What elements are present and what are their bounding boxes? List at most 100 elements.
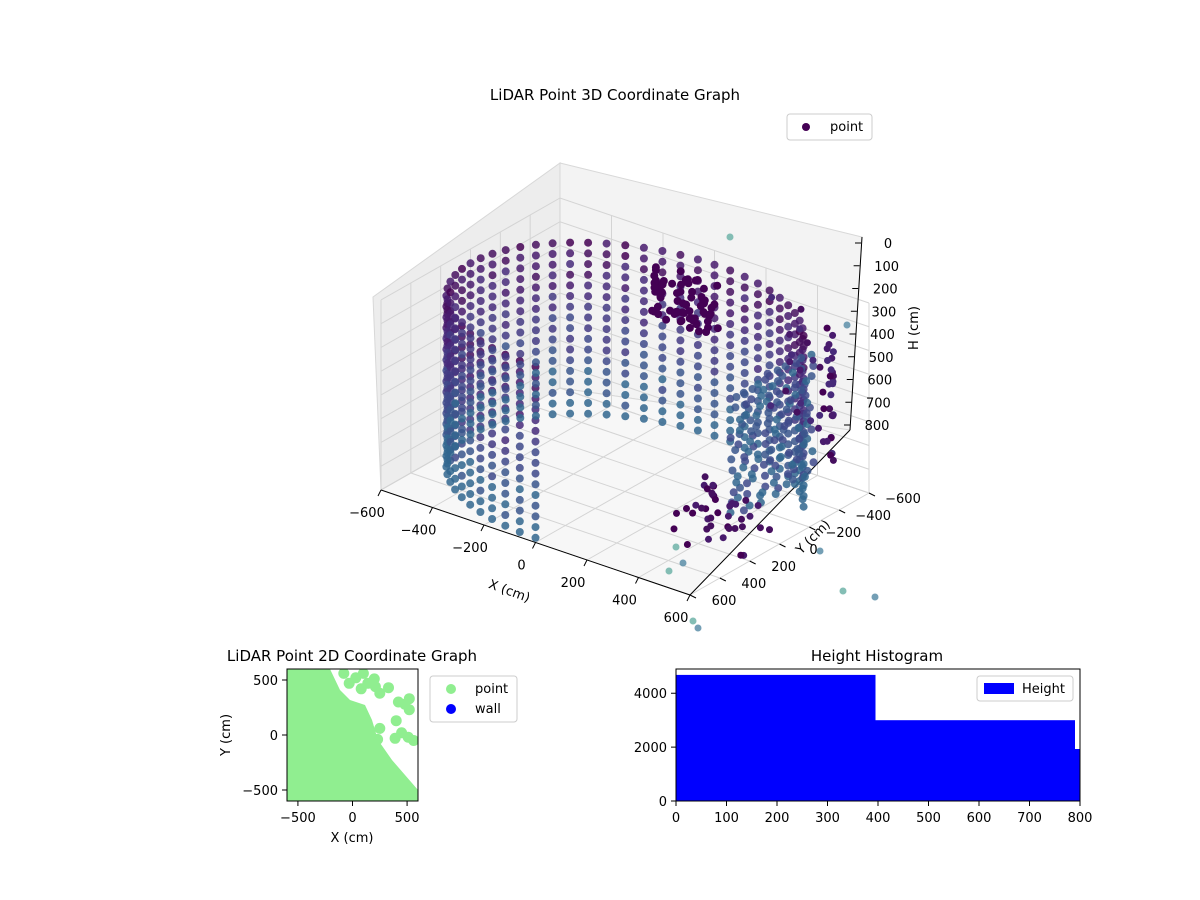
point-3d-415: [602, 314, 611, 323]
point-3d-365: [548, 324, 557, 333]
point-3d-289: [488, 249, 497, 258]
point-3d-348: [531, 326, 540, 335]
point-3d-763: [770, 436, 779, 445]
x-tick-label-hist-1: 100: [714, 811, 739, 826]
point-3d-531: [726, 309, 735, 318]
point-3d-583: [765, 340, 774, 348]
point-3d-983: [719, 534, 727, 542]
point-3d-445: [639, 275, 648, 284]
point-3d-315: [501, 342, 510, 351]
point-3d-601: [775, 358, 784, 366]
point-3d-978: [705, 535, 712, 543]
point-3d-407: [584, 409, 593, 418]
point-3d-77: [476, 433, 485, 442]
x-tick-label-hist-2: 200: [765, 811, 790, 826]
legend-2d-marker-wall: [446, 704, 456, 714]
point-3d-346: [531, 304, 540, 313]
point-3d-81: [476, 475, 485, 484]
x-tick-3d-3: [532, 542, 536, 549]
point-3d-30: [515, 495, 524, 504]
point-3d-719: [797, 461, 806, 469]
chart-histogram: Height Histogram 0 100 200 300 400 500 600 700 8…: [634, 647, 1093, 826]
point-3d-50: [501, 521, 510, 530]
point-3d-363: [548, 303, 557, 312]
point-3d-950: [754, 502, 762, 509]
point-3d-565: [753, 322, 762, 331]
point-2d-17: [374, 722, 386, 734]
point-3d-398: [584, 313, 593, 322]
point-3d-outlier-9: [843, 321, 851, 329]
point-3d-765: [766, 456, 775, 465]
point-3d-823: [727, 455, 736, 464]
point-3d-758: [768, 382, 777, 391]
point-3d-799: [744, 447, 753, 456]
point-3d-616: [784, 344, 793, 353]
point-3d-382: [566, 324, 575, 333]
point-3d-375: [566, 249, 575, 258]
point-3d-387: [566, 377, 575, 386]
point-3d-285: [476, 393, 485, 402]
legend-histogram-marker: [984, 683, 1014, 694]
point-3d-246: [458, 350, 466, 359]
point-3d-612: [784, 301, 793, 310]
x-tick-label-hist-5: 500: [916, 811, 941, 826]
point-3d-294: [488, 303, 497, 312]
point-3d-436: [621, 358, 630, 367]
point-3d-116: [457, 471, 466, 480]
point-3d-915: [786, 358, 794, 366]
point-3d-483: [676, 325, 685, 334]
point-3d-629: [790, 309, 799, 317]
point-3d-546: [740, 294, 749, 303]
point-3d-749: [777, 410, 786, 419]
point-3d-736: [786, 396, 795, 405]
point-3d-600: [775, 347, 784, 356]
point-3d-782: [757, 391, 766, 400]
point-3d-468: [658, 343, 667, 352]
point-3d-562: [753, 290, 762, 299]
point-3d-727: [794, 424, 803, 432]
point-3d-99: [466, 479, 475, 488]
point-3d-101: [466, 500, 475, 509]
point-3d-917: [825, 341, 833, 348]
point-3d-308: [501, 267, 510, 276]
point-3d-393: [584, 260, 593, 269]
point-3d-296: [488, 324, 497, 333]
point-3d-532: [726, 320, 735, 328]
point-3d-696: [799, 502, 808, 511]
point-3d-932: [829, 412, 837, 420]
point-3d-762: [770, 425, 779, 434]
point-3d-552: [740, 358, 749, 367]
point-3d-420: [602, 367, 611, 376]
point-3d-372: [548, 399, 557, 408]
point-3d-833: [653, 302, 662, 311]
histogram-bars: [676, 674, 1080, 801]
point-3d-737: [782, 405, 791, 414]
point-3d-921: [793, 408, 801, 416]
point-3d-82: [476, 486, 485, 495]
point-3d-485: [676, 347, 685, 356]
point-3d-805: [739, 388, 748, 397]
point-3d-425: [621, 241, 630, 250]
y-tick-3d-3: [779, 543, 786, 548]
point-3d-242: [458, 307, 466, 316]
point-3d-65: [488, 493, 497, 502]
point-3d-383: [566, 334, 575, 343]
point-3d-490: [676, 400, 685, 409]
legend-2d-marker-point: [446, 684, 456, 694]
point-3d-261: [466, 323, 475, 332]
point-3d-43: [501, 446, 510, 455]
point-3d-63: [488, 472, 497, 481]
point-2d-19: [316, 669, 328, 676]
point-3d-451: [639, 340, 648, 348]
x-axis-label-2d: X (cm): [331, 831, 374, 846]
point-3d-341: [531, 251, 540, 260]
point-3d-534: [726, 341, 735, 350]
point-3d-712: [797, 386, 806, 395]
point-3d-336: [516, 382, 525, 390]
point-3d-595: [775, 293, 784, 302]
point-3d-233: [451, 399, 460, 408]
x-tick-label-3d-2: −200: [452, 541, 488, 556]
point-3d-964: [731, 525, 739, 532]
point-3d-460: [658, 257, 667, 266]
point-3d-376: [566, 260, 575, 268]
